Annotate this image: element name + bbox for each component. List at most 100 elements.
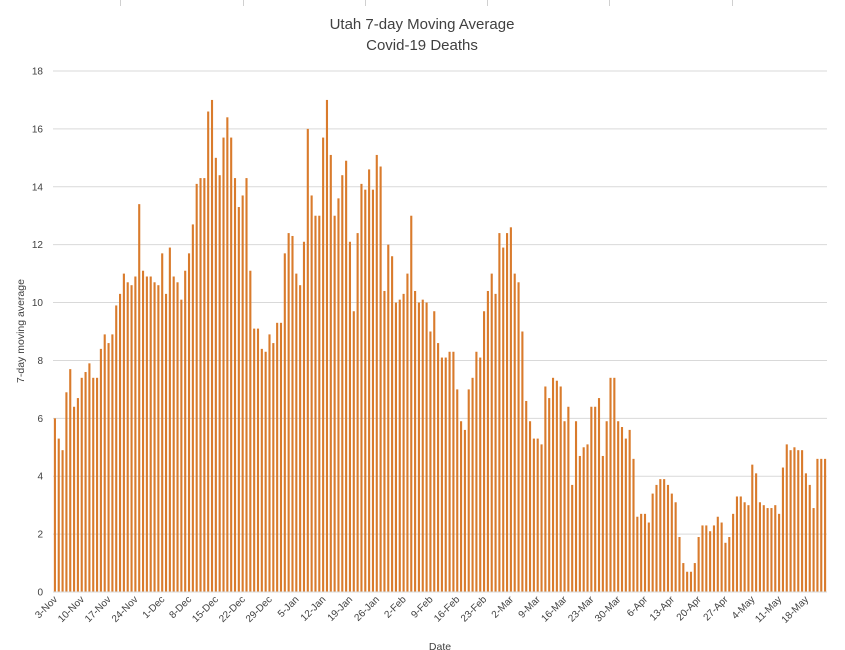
- bar: [218, 175, 221, 592]
- bar: [551, 377, 555, 592]
- bar: [168, 247, 171, 592]
- bar-series: [53, 99, 827, 593]
- bar: [253, 328, 256, 592]
- bar: [544, 386, 547, 592]
- bar: [682, 563, 685, 592]
- bar: [540, 444, 543, 592]
- bar: [268, 334, 271, 592]
- bar: [291, 235, 294, 593]
- bar: [697, 537, 700, 592]
- bar: [368, 169, 371, 592]
- bar: [210, 99, 214, 592]
- x-tick-label: 23-Mar: [566, 594, 597, 625]
- bar: [279, 322, 283, 592]
- bar: [709, 531, 712, 592]
- bar: [283, 253, 286, 592]
- bar: [322, 137, 325, 592]
- x-tick-label: 16-Feb: [432, 594, 462, 624]
- bar: [743, 502, 746, 592]
- bar: [578, 455, 581, 592]
- x-tick-label: 22-Dec: [217, 594, 248, 625]
- bar: [747, 505, 750, 592]
- bar: [222, 137, 225, 592]
- bar: [483, 311, 486, 592]
- bar: [597, 398, 601, 592]
- x-tick-label: 12-Jan: [299, 594, 328, 623]
- bar: [824, 458, 827, 592]
- bar: [111, 334, 114, 592]
- bar: [624, 438, 627, 592]
- y-axis-title: 7-day moving average: [15, 279, 27, 383]
- x-tick-label: 13-Apr: [648, 594, 677, 623]
- x-tick-label: 11-May: [753, 594, 784, 625]
- bar: [406, 273, 409, 592]
- bar: [233, 178, 237, 592]
- bar: [716, 516, 719, 592]
- bar: [276, 322, 279, 592]
- bar: [506, 233, 509, 592]
- bar: [256, 328, 260, 592]
- bar: [207, 111, 210, 593]
- bar: [164, 293, 168, 592]
- bar: [352, 311, 355, 592]
- bar: [80, 377, 83, 592]
- bar: [421, 299, 424, 592]
- bar: [184, 270, 187, 592]
- bar: [364, 189, 367, 593]
- bar: [310, 195, 313, 592]
- bar: [387, 244, 390, 593]
- bar: [574, 421, 578, 592]
- bar: [383, 290, 386, 592]
- bar: [245, 178, 248, 592]
- bar: [187, 253, 191, 592]
- chart-subtitle: Covid-19 Deaths: [366, 37, 478, 54]
- bar: [345, 160, 348, 593]
- x-tick-label: 19-Jan: [326, 594, 355, 623]
- bar: [720, 522, 723, 592]
- bar: [486, 290, 489, 592]
- bar: [157, 285, 160, 592]
- bar: [770, 508, 773, 592]
- bar: [92, 377, 95, 592]
- bar: [99, 348, 102, 592]
- x-axis-title: Date: [429, 641, 451, 650]
- bar: [299, 285, 302, 592]
- bar: [701, 525, 704, 592]
- bar: [433, 311, 436, 592]
- bar: [475, 351, 478, 592]
- bar: [76, 398, 79, 592]
- bar: [781, 467, 784, 592]
- x-tick-label: 26-Jan: [353, 594, 382, 623]
- bar: [571, 484, 574, 592]
- bar: [521, 331, 524, 592]
- bar: [778, 513, 781, 592]
- bar: [732, 513, 735, 592]
- bar: [295, 273, 298, 592]
- bar: [467, 389, 470, 592]
- bar: [601, 455, 604, 592]
- bar: [479, 357, 482, 592]
- bar: [678, 537, 681, 592]
- bar: [356, 233, 359, 592]
- y-tick-label: 18: [32, 67, 44, 78]
- bar: [272, 343, 275, 592]
- bar: [532, 438, 535, 592]
- bar: [65, 392, 68, 592]
- bar: [820, 458, 823, 592]
- bar: [437, 343, 440, 592]
- bar: [138, 204, 141, 592]
- bar: [617, 421, 620, 592]
- bar: [448, 351, 451, 592]
- bar: [674, 502, 677, 592]
- bar: [126, 282, 129, 592]
- bar: [640, 513, 643, 592]
- bar: [287, 233, 290, 592]
- y-tick-label: 12: [32, 240, 44, 251]
- bar: [73, 406, 76, 592]
- chart-title: Utah 7-day Moving Average: [330, 16, 515, 33]
- bar: [463, 429, 466, 592]
- bar: [325, 99, 329, 592]
- bar: [774, 505, 777, 592]
- bar: [149, 276, 152, 592]
